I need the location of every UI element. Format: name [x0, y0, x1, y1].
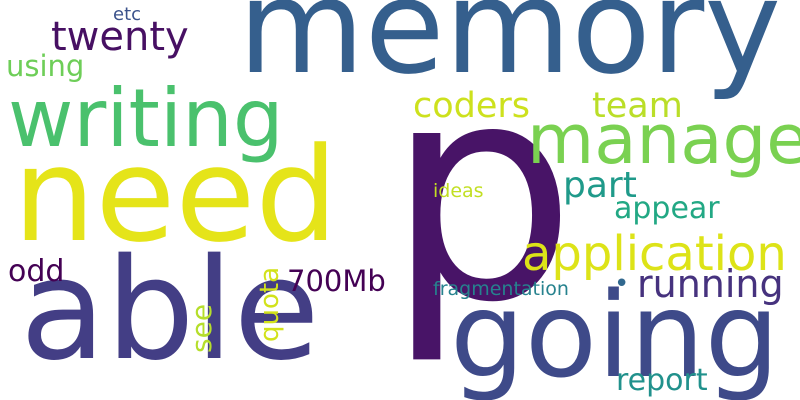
word-quota: quota: [255, 266, 285, 342]
word-coders: coders: [413, 86, 531, 126]
word-using: using: [6, 49, 85, 83]
word-writing: writing: [8, 72, 284, 165]
word-ideas: ideas: [433, 180, 484, 202]
word-p: p: [386, 19, 577, 368]
word-application: application: [522, 226, 787, 282]
word-bullet: •: [614, 269, 630, 299]
word-see: see: [185, 303, 218, 353]
word-report: report: [616, 363, 708, 398]
word-700mb: 700Mb: [287, 264, 386, 298]
word-appear: appear: [614, 191, 720, 226]
word-need: need: [13, 119, 338, 271]
word-running: running: [637, 262, 784, 306]
word-team: team: [592, 86, 683, 126]
word-twenty: twenty: [51, 14, 189, 60]
word-able: able: [20, 229, 320, 392]
word-odd: odd: [8, 254, 65, 289]
word-etc: etc: [113, 4, 142, 25]
word-manager: manager: [527, 100, 800, 180]
word-going: going: [450, 266, 780, 400]
word-fragmentation: fragmentation: [433, 278, 569, 300]
word-part: part: [563, 165, 637, 206]
word-memory: memory: [238, 0, 782, 103]
